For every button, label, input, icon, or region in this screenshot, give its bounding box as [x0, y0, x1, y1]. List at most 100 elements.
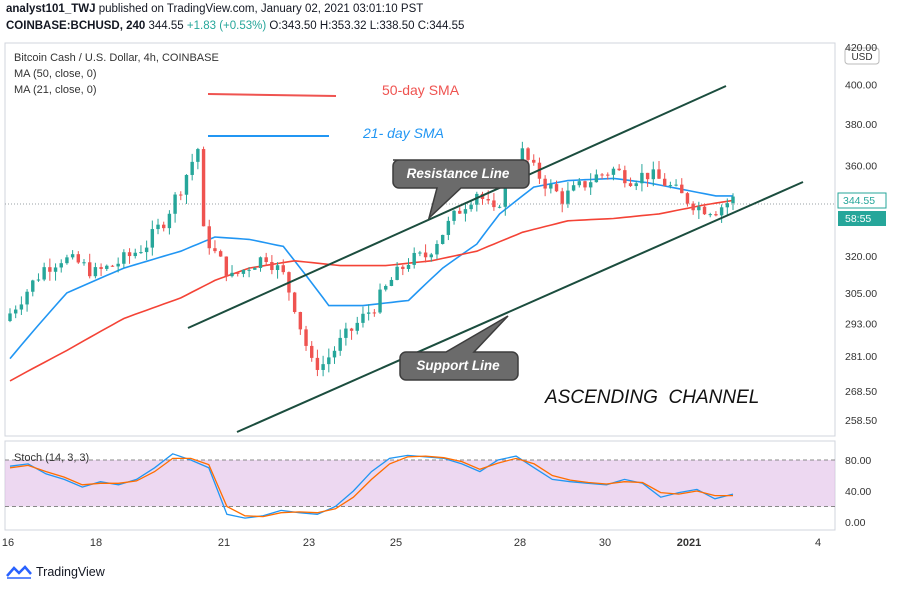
candle	[685, 192, 690, 207]
annotations: 50-day SMA 21- day SMA Resistance Line S…	[207, 82, 759, 408]
candle	[372, 309, 377, 317]
candle	[110, 264, 115, 267]
candle-body	[714, 214, 718, 216]
chart-title: Bitcoin Cash / U.S. Dollar, 4h, COINBASE	[14, 52, 219, 64]
candle-body	[560, 191, 564, 204]
time-tick-label: 16	[2, 537, 14, 549]
candle	[588, 173, 593, 195]
candle-body	[395, 266, 399, 280]
resistance-callout-box	[392, 159, 530, 221]
candle-body	[179, 194, 183, 196]
stoch-lines	[9, 453, 734, 519]
candle	[298, 311, 303, 335]
candle	[389, 277, 394, 287]
candle-body	[258, 257, 263, 269]
candle-body	[310, 345, 314, 358]
candle-body	[304, 329, 308, 346]
candle-body	[247, 269, 251, 271]
candle-body	[634, 183, 638, 187]
candle	[196, 147, 200, 170]
stoch-band-fill	[5, 460, 835, 507]
candle-body	[82, 262, 86, 264]
candle-body	[53, 267, 58, 272]
candle	[714, 211, 718, 217]
candle	[87, 253, 92, 279]
candle-body	[93, 267, 98, 277]
stoch-tick-label: 40.00	[845, 486, 871, 498]
candle	[105, 264, 109, 272]
candle	[452, 209, 456, 225]
candle-body	[292, 292, 297, 313]
candle	[674, 179, 678, 187]
candle-body	[412, 252, 416, 265]
support-callout-box	[399, 315, 519, 381]
time-tick-label: 2021	[677, 537, 701, 549]
candle	[401, 265, 405, 276]
candle	[719, 204, 724, 223]
candle	[167, 210, 172, 235]
last-price-badge	[837, 192, 887, 209]
candle	[680, 178, 684, 194]
candle	[264, 252, 268, 266]
candle	[418, 250, 422, 257]
candle-body	[463, 209, 468, 214]
candle	[617, 164, 621, 172]
candle-body	[526, 148, 530, 160]
candle-body	[554, 184, 559, 192]
candle-body	[486, 199, 490, 201]
candle-body	[623, 170, 627, 184]
candle-body	[36, 279, 41, 281]
candle	[412, 247, 416, 269]
candle	[366, 304, 371, 321]
brand-footer[interactable]: TradingView	[6, 565, 105, 579]
candle	[600, 173, 604, 180]
candle-body	[76, 254, 81, 263]
candle-body	[19, 304, 24, 310]
candle-body	[110, 265, 115, 267]
candle-body	[423, 252, 428, 258]
candle	[93, 262, 98, 279]
time-tick-label: 18	[90, 537, 102, 549]
tradingview-logo-icon	[6, 565, 32, 579]
time-tick-label: 4	[815, 537, 821, 549]
candle-body	[224, 256, 229, 277]
candle	[463, 202, 468, 222]
countdown-tag: 58:55	[845, 213, 871, 225]
time-axis[interactable]: 16 18 21 23 25 28 30 2021 4	[2, 537, 821, 549]
candle-body	[65, 257, 69, 264]
ohlc-header: COINBASE:BCHUSD, 240 344.55 +1.83 (+0.53…	[6, 20, 464, 32]
candle-body	[475, 193, 479, 205]
candle	[133, 248, 137, 259]
candle-body	[59, 263, 63, 268]
author-name[interactable]: analyst101_TWJ	[6, 3, 96, 15]
candle-body	[452, 210, 456, 221]
candle	[321, 355, 325, 377]
candle	[611, 166, 616, 181]
candle	[651, 161, 656, 187]
candle-body	[657, 169, 661, 179]
candle-body	[150, 229, 155, 248]
candle	[173, 192, 177, 223]
candle-body	[532, 159, 536, 163]
candle-body	[680, 184, 684, 194]
time-tick-label: 23	[303, 537, 315, 549]
candle	[236, 272, 240, 277]
candle-body	[503, 183, 507, 207]
candle-body	[338, 337, 342, 351]
candle-body	[549, 184, 553, 189]
stoch-axis[interactable]: 80.00 40.00 0.00	[845, 455, 871, 529]
candle-body	[372, 312, 377, 314]
candle	[657, 160, 661, 179]
candle-body	[281, 265, 285, 273]
candle-body	[122, 252, 126, 264]
candle	[640, 164, 644, 192]
candle	[406, 258, 411, 272]
price-tick-label: 380.00	[845, 119, 877, 131]
candle	[82, 259, 86, 266]
candle	[440, 234, 445, 245]
candle-body	[87, 262, 92, 277]
candle-body	[566, 190, 570, 204]
candle	[702, 203, 707, 215]
